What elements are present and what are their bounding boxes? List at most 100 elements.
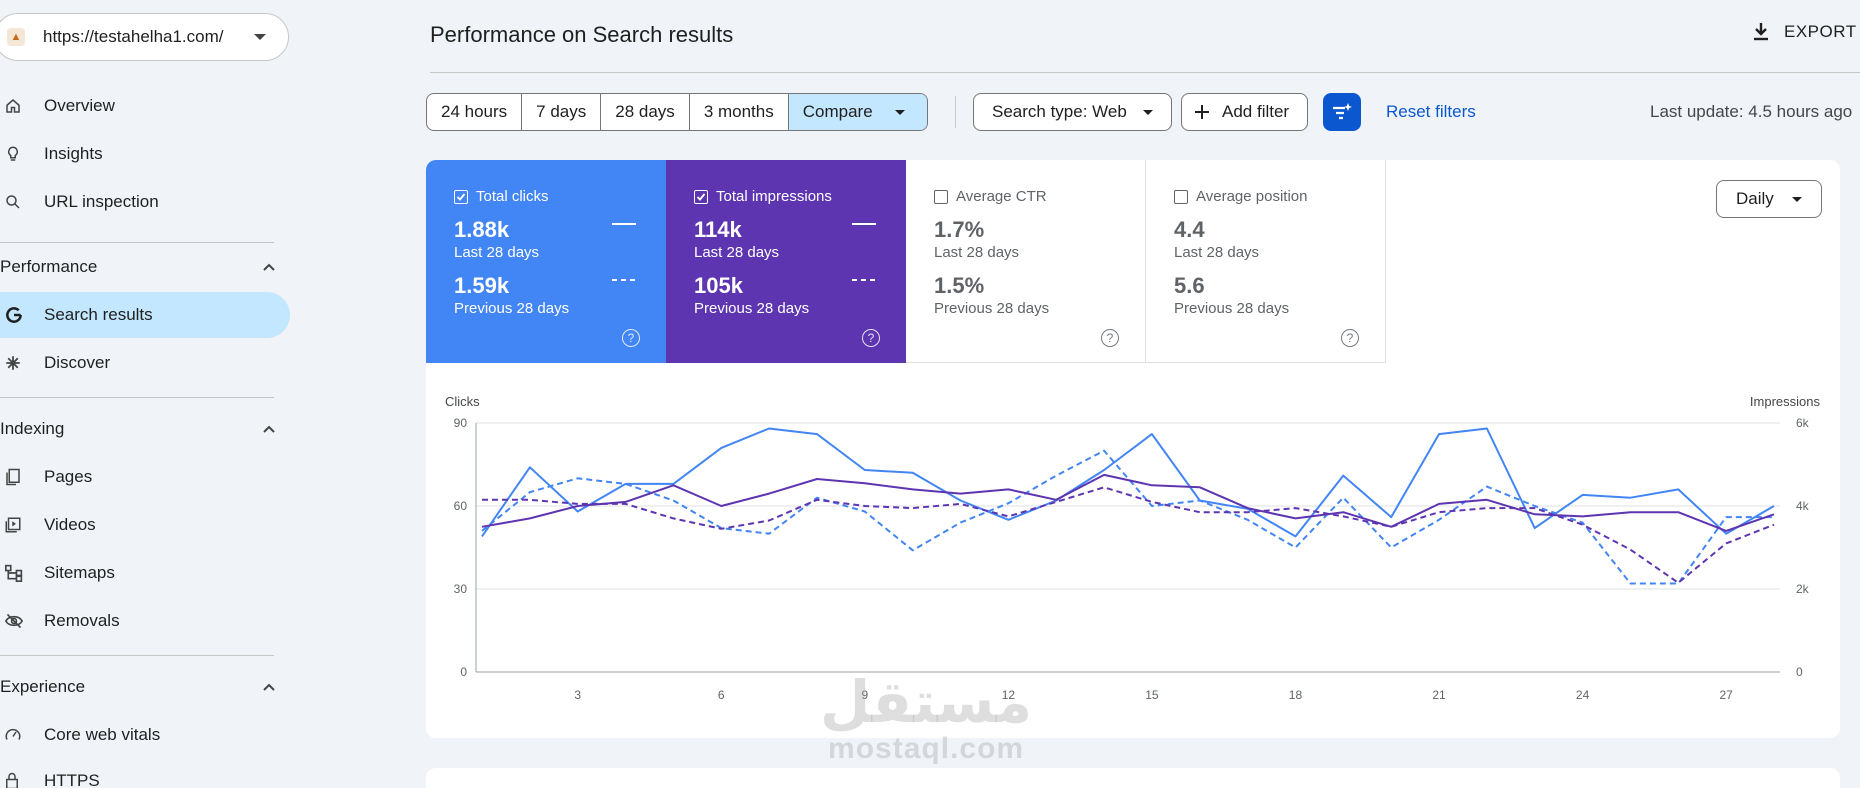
chart-series <box>481 427 1775 585</box>
x-tick-label: 12 <box>1002 688 1016 702</box>
section-performance[interactable]: Performance <box>0 247 290 287</box>
metric-label: Total impressions <box>716 188 832 205</box>
secondary-card <box>426 768 1840 788</box>
sidebar-item-label: Overview <box>44 96 115 115</box>
lock-icon <box>0 772 44 788</box>
filter-separator <box>955 96 956 128</box>
granularity-dropdown[interactable]: Daily <box>1716 180 1822 218</box>
range-7-days[interactable]: 7 days <box>522 94 602 130</box>
performance-line-chart[interactable]: Clicks Impressions 0 0 30 2k 60 4k 90 6k 3 6 9 12 15 18… <box>426 160 1840 738</box>
sidebar-item-core-web-vitals[interactable]: Core web vitals <box>0 712 290 758</box>
watermark-arabic: مستقل <box>820 668 1033 736</box>
metric-label-row: Total impressions <box>694 188 906 205</box>
metric-value: 1.7% <box>934 217 985 242</box>
reset-filters-link[interactable]: Reset filters <box>1386 102 1476 121</box>
section-title: Experience <box>0 677 86 696</box>
add-filter-button[interactable]: Add filter <box>1181 93 1309 131</box>
sidebar-item-https[interactable]: HTTPS <box>0 758 290 788</box>
x-tick-label: 9 <box>861 688 868 702</box>
metric-label-row: Average CTR <box>934 188 1145 205</box>
metric-prev-value: 1.5% <box>934 273 985 298</box>
y-tick-label-left: 90 <box>454 416 468 430</box>
checkbox-checked-icon[interactable] <box>454 189 468 204</box>
chevron-down-icon <box>1142 109 1153 115</box>
last-update-text: Last update: 4.5 hours ago <box>1650 102 1853 121</box>
series-line-impressions-previous[interactable] <box>482 486 1775 584</box>
export-button[interactable]: EXPORT <box>1752 22 1857 42</box>
sidebar-item-insights[interactable]: Insights <box>0 131 290 177</box>
metric-total-clicks[interactable]: Total clicks 1.88k Last 28 days 1.59k Pr… <box>426 160 666 363</box>
watermark: مستقل mostaql.com <box>820 672 1032 766</box>
metric-period: Last 28 days <box>694 244 780 261</box>
metric-value: 114k <box>694 217 742 242</box>
sidebar-item-url-inspection[interactable]: URL inspection <box>0 179 290 225</box>
section-title: Performance <box>0 257 98 276</box>
performance-card: Total clicks 1.88k Last 28 days 1.59k Pr… <box>426 160 1840 738</box>
filter-sparkle-icon <box>1333 103 1352 120</box>
help-icon[interactable]: ? <box>622 329 640 347</box>
sidebar-item-label: Videos <box>44 515 96 534</box>
series-line-clicks-current[interactable] <box>481 427 1775 538</box>
property-selector[interactable]: ▲ https://testahelha1.com/ <box>0 13 289 61</box>
metric-total-impressions[interactable]: Total impressions 114k Last 28 days 105k… <box>666 160 906 363</box>
y-axis-title-right: Impressions <box>1750 394 1821 409</box>
sidebar-item-label: Removals <box>44 611 120 630</box>
metric-average-position[interactable]: Average position 4.4 Last 28 days 5.6 Pr… <box>1146 160 1386 363</box>
range-3-months[interactable]: 3 months <box>690 94 789 130</box>
video-icon <box>0 516 44 534</box>
sidebar-item-label: Pages <box>44 467 93 486</box>
property-url: https://testahelha1.com/ <box>43 27 224 46</box>
help-icon[interactable]: ? <box>862 329 880 347</box>
asterisk-icon <box>0 354 44 372</box>
compare-dropdown[interactable]: Compare <box>788 94 927 130</box>
checkbox-unchecked-icon[interactable] <box>934 189 948 204</box>
add-filter-label: Add filter <box>1222 102 1290 121</box>
metric-prev-period: Previous 28 days <box>1174 300 1290 317</box>
sidebar-item-pages[interactable]: Pages <box>0 454 290 500</box>
sidebar-item-label: Search results <box>44 305 153 324</box>
sidebar-item-overview[interactable]: Overview <box>0 83 290 129</box>
y-tick-label-right: 6k <box>1796 416 1810 430</box>
site-favicon-icon: ▲ <box>7 28 25 46</box>
help-icon[interactable]: ? <box>1341 329 1359 347</box>
chevron-up-icon <box>263 263 275 271</box>
sidebar-item-search-results[interactable]: Search results <box>0 292 290 338</box>
metric-prev-value: 1.59k <box>454 273 510 298</box>
chevron-down-icon <box>1791 196 1802 202</box>
range-28-days[interactable]: 28 days <box>601 94 690 130</box>
x-tick-label: 21 <box>1432 688 1446 702</box>
chart-labels: Clicks Impressions 0 0 30 2k 60 4k 90 6k 3 6 9 12 15 18… <box>445 394 1821 702</box>
x-tick-label: 15 <box>1145 688 1159 702</box>
x-tick-label: 18 <box>1289 688 1303 702</box>
metric-prev-period: Previous 28 days <box>934 300 1050 317</box>
search-type-dropdown[interactable]: Search type: Web <box>973 93 1172 131</box>
dashed-line-legend-icon <box>852 279 876 281</box>
metric-label: Total clicks <box>476 188 549 205</box>
section-title: Indexing <box>0 419 65 438</box>
sidebar-item-sitemaps[interactable]: Sitemaps <box>0 550 290 596</box>
checkbox-checked-icon[interactable] <box>694 189 708 204</box>
y-tick-label-right: 4k <box>1796 499 1810 513</box>
gauge-icon <box>0 726 44 744</box>
range-24-hours[interactable]: 24 hours <box>427 94 523 130</box>
filter-settings-button[interactable] <box>1323 93 1361 131</box>
metric-label: Average position <box>1196 188 1308 205</box>
x-tick-label: 3 <box>574 688 581 702</box>
sidebar-item-label: Discover <box>44 353 111 372</box>
search-icon <box>0 193 44 211</box>
section-experience[interactable]: Experience <box>0 667 290 707</box>
sidebar-item-label: HTTPS <box>44 771 100 788</box>
page-title: Performance on Search results <box>430 22 734 47</box>
compare-label: Compare <box>802 102 873 121</box>
sidebar-item-videos[interactable]: Videos <box>0 502 290 548</box>
y-tick-label-left: 60 <box>454 499 468 513</box>
metric-average-ctr[interactable]: Average CTR 1.7% Last 28 days 1.5% Previ… <box>906 160 1146 363</box>
metric-prev-period: Previous 28 days <box>454 300 570 317</box>
sidebar-item-discover[interactable]: Discover <box>0 340 290 386</box>
chevron-up-icon <box>263 425 275 433</box>
checkbox-unchecked-icon[interactable] <box>1174 189 1188 204</box>
metric-value: 1.88k <box>454 217 510 242</box>
section-indexing[interactable]: Indexing <box>0 409 290 449</box>
help-icon[interactable]: ? <box>1101 329 1119 347</box>
sidebar-item-removals[interactable]: Removals <box>0 598 290 644</box>
